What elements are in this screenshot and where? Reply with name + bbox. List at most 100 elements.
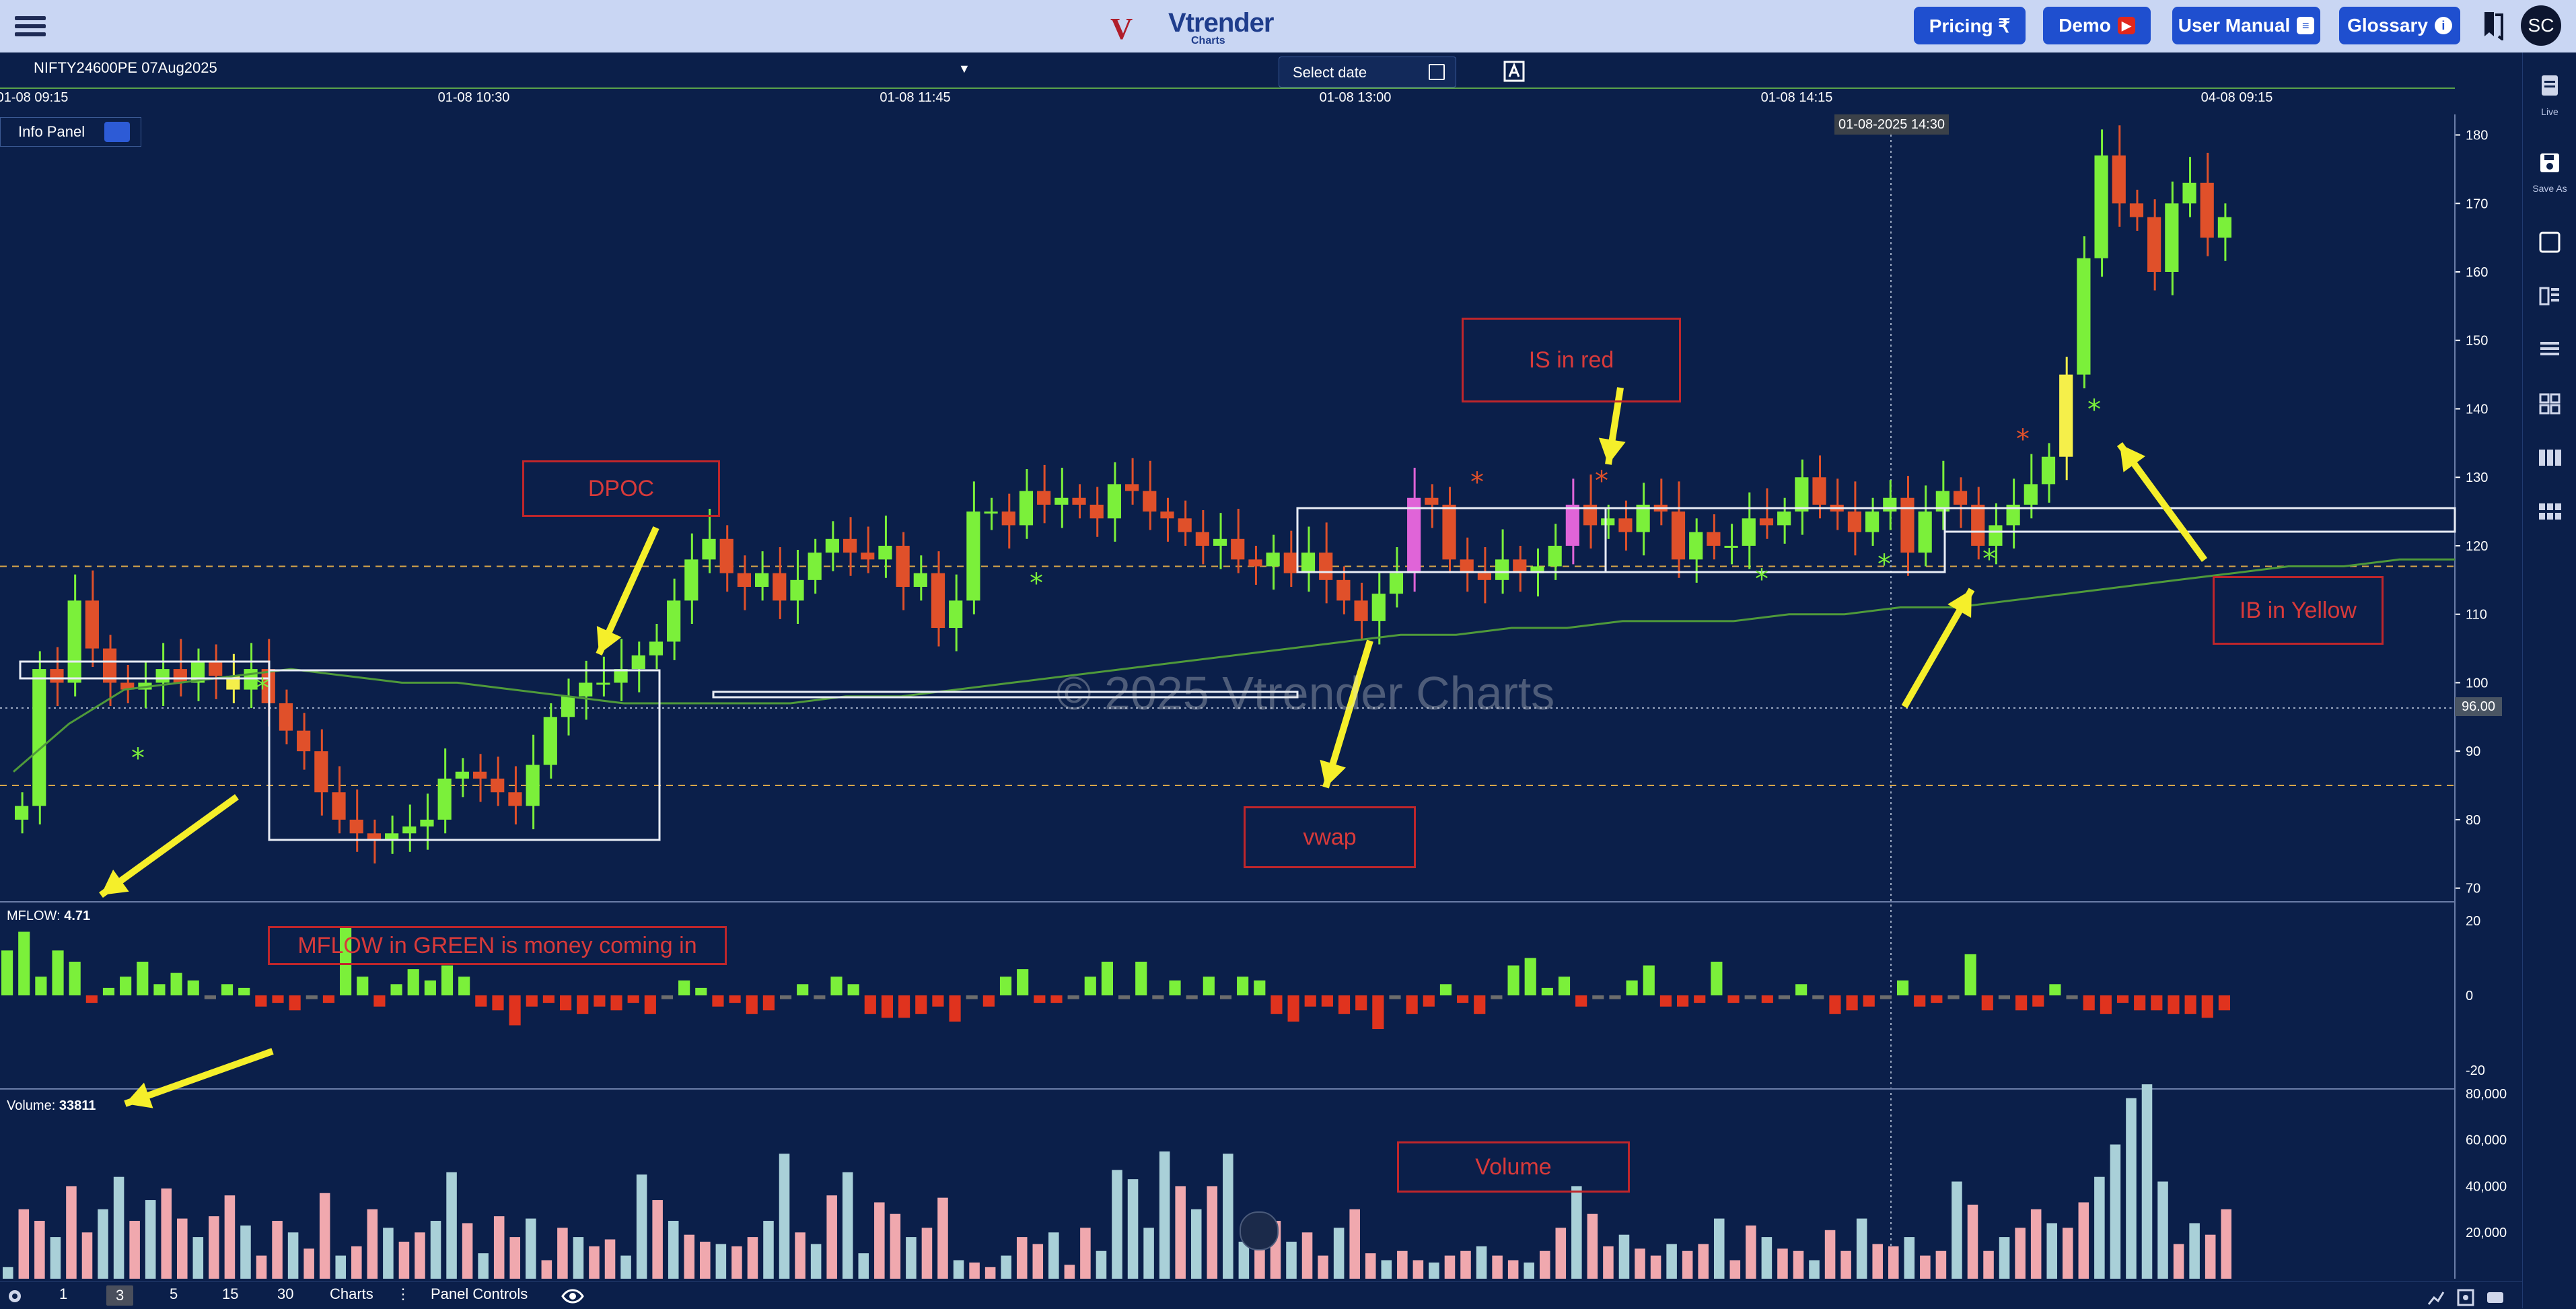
panel-controls[interactable]: Panel Controls [431, 1285, 528, 1302]
mflow-bar [1101, 961, 1113, 995]
manual-icon: ≡ [2297, 17, 2315, 34]
mflow-bar [1491, 995, 1503, 999]
volume-bar [810, 1244, 822, 1279]
volume-bar [493, 1216, 505, 1279]
candle [1742, 518, 1756, 546]
screenshot-icon[interactable] [2456, 1288, 2475, 1307]
volume-bar [1935, 1250, 1947, 1279]
volume-bar [763, 1221, 774, 1279]
volume-bar [1159, 1151, 1170, 1279]
volume-bar [2015, 1228, 2026, 1279]
mflow-bar [627, 995, 639, 1003]
x-tick: 01-08 09:15 [0, 90, 69, 105]
candle [226, 676, 240, 690]
mflow-bar [322, 995, 335, 1003]
mflow-bar [1457, 995, 1469, 1003]
layout-six-icon[interactable] [2536, 498, 2563, 525]
volume-bar [1904, 1237, 1915, 1279]
glossary-button[interactable]: Glossary i [2339, 7, 2460, 44]
timeframe-1[interactable]: 1 [59, 1285, 68, 1302]
snapshot-icon[interactable] [1501, 58, 1528, 85]
timeframe-5[interactable]: 5 [170, 1285, 178, 1302]
candle [1266, 553, 1280, 567]
mflow-bar [85, 995, 98, 1003]
volume-bar [747, 1237, 758, 1279]
candle [2217, 217, 2231, 238]
timeframe-30[interactable]: 30 [277, 1285, 294, 1302]
volume-bar [2221, 1209, 2231, 1279]
charts-menu[interactable]: Charts [330, 1285, 373, 1302]
volume-bar [1127, 1179, 1139, 1279]
bookmark-icon[interactable] [2482, 11, 2505, 40]
mflow-bar [289, 995, 301, 1011]
candle [2059, 374, 2073, 457]
mflow-bar [966, 995, 978, 999]
volume-bar [779, 1154, 790, 1279]
save-icon[interactable] [2536, 149, 2563, 176]
volume-bar [415, 1232, 425, 1279]
demo-button[interactable]: Demo ▶ [2043, 7, 2151, 44]
candle [2006, 504, 2020, 526]
mflow-bar [932, 995, 944, 1007]
chevron-down-icon[interactable] [104, 122, 130, 142]
mflow-bar [1541, 987, 1553, 995]
volume-bar [826, 1195, 837, 1279]
volume-bar [906, 1237, 917, 1279]
layout-split-icon[interactable] [2536, 283, 2563, 310]
volume-bar [731, 1246, 742, 1279]
volume-bar [1365, 1253, 1376, 1279]
volume-bar [224, 1195, 236, 1279]
y-tick-label: 80,000 [2466, 1087, 2507, 1102]
fullscreen-button[interactable] [1240, 1211, 1279, 1250]
eye-icon[interactable] [561, 1288, 584, 1304]
mflow-bar [272, 995, 284, 1003]
user-manual-button[interactable]: User Manual ≡ [2172, 7, 2320, 44]
more-options-icon[interactable]: ⋮ [396, 1285, 410, 1302]
menu-icon[interactable] [15, 12, 46, 39]
volume-bar [1920, 1255, 1931, 1279]
volume-bar [700, 1241, 711, 1279]
signal-star-icon: * [256, 673, 269, 704]
volume-bar [1809, 1260, 1820, 1279]
layout-rows-icon[interactable] [2536, 337, 2563, 363]
layout-single-icon[interactable] [2536, 229, 2563, 256]
volume-bar [1064, 1265, 1075, 1279]
mflow-bar [1744, 995, 1756, 999]
candle [1072, 497, 1086, 505]
mflow-bar [1846, 995, 1858, 1011]
layout-columns-icon[interactable] [2536, 444, 2563, 471]
candle [667, 600, 681, 642]
symbol-label[interactable]: NIFTY24600PE 07Aug2025 [34, 59, 217, 76]
settings-icon[interactable] [5, 1287, 24, 1306]
mflow-bar [1338, 995, 1351, 1014]
vtrender-logo[interactable]: V Vtrender Charts [1110, 4, 1274, 48]
volume-bar [557, 1228, 568, 1279]
live-icon[interactable] [2536, 73, 2563, 100]
timeframe-3[interactable]: 3 [106, 1285, 134, 1306]
line-chart-icon[interactable] [2427, 1288, 2445, 1307]
mflow-bar [661, 995, 674, 999]
rec-icon[interactable] [2486, 1288, 2505, 1307]
symbol-dropdown-icon[interactable]: ▼ [958, 62, 970, 75]
volume-bar [2062, 1228, 2073, 1279]
layout-grid-icon[interactable] [2536, 390, 2563, 417]
date-picker[interactable]: Select date [1279, 57, 1456, 87]
candle [1689, 532, 1703, 560]
avatar[interactable]: SC [2521, 5, 2561, 46]
x-tick: 01-08 14:15 [1760, 90, 1833, 105]
mflow-bar [1626, 980, 1638, 995]
volume-bar [446, 1172, 457, 1279]
volume-bar [1476, 1246, 1487, 1279]
signal-star-icon: * [1982, 544, 1996, 575]
candle [1707, 532, 1721, 546]
annotation-arrow [1901, 588, 1975, 709]
mflow-bar [492, 995, 504, 1011]
volume-bar [2189, 1223, 2200, 1279]
info-panel-toggle[interactable]: Info Panel [0, 117, 141, 147]
volume-bar [985, 1267, 996, 1279]
pricing-button[interactable]: Pricing ₹ [1914, 7, 2026, 44]
candle [1971, 504, 1985, 546]
timeframe-15[interactable]: 15 [222, 1285, 239, 1302]
volume-bar [652, 1200, 663, 1279]
